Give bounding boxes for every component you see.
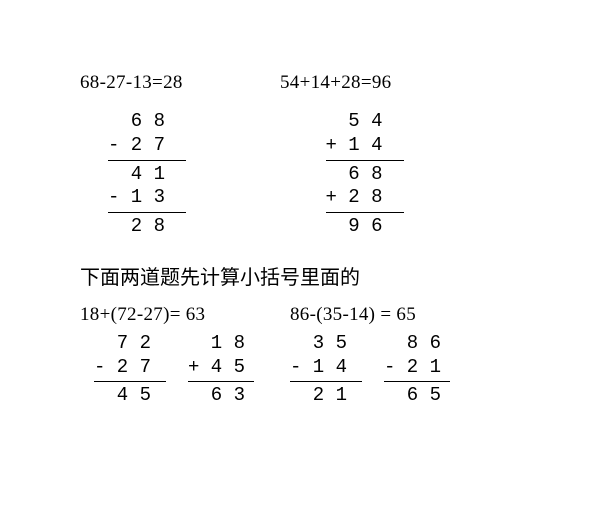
calc-1-line-1: 6 8	[108, 110, 298, 134]
bottom-calcs-row: 7 2 - 2 7 4 5 1 8 + 4 5 6 3 3 5 - 1 4 2 …	[80, 332, 515, 408]
worksheet: 68-27-13=28 54+14+28=96 6 8 - 2 7 4 1 - …	[0, 0, 595, 408]
calc-2-line-4: + 2 8	[326, 186, 516, 210]
calc-2: 5 4 + 1 4 6 8 + 2 8 9 6	[298, 110, 516, 239]
calc-1-rule-2	[108, 212, 186, 213]
top-calcs-row: 6 8 - 2 7 4 1 - 1 3 2 8 5 4 + 1 4 6 8 + …	[80, 110, 515, 239]
equation-1: 68-27-13=28	[80, 72, 280, 94]
bottom-right-column: 86-(35-14) = 65	[290, 304, 500, 332]
instruction-note: 下面两道题先计算小括号里面的	[80, 261, 515, 290]
calc-3a-rule	[94, 381, 166, 382]
equation-2: 54+14+28=96	[280, 72, 480, 94]
calc-2-rule-2	[326, 212, 404, 213]
calc-4b: 8 6 - 2 1 6 5	[362, 332, 450, 408]
calc-1-line-4: - 1 3	[108, 186, 298, 210]
calc-2-line-2: + 1 4	[326, 134, 516, 158]
calc-3a-line-3: 4 5	[94, 384, 166, 408]
calc-3a: 7 2 - 2 7 4 5	[80, 332, 166, 408]
calc-3b-line-3: 6 3	[188, 384, 254, 408]
equation-3: 18+(72-27)= 63	[80, 304, 290, 326]
equation-4: 86-(35-14) = 65	[290, 304, 500, 326]
top-left-column: 68-27-13=28	[80, 72, 280, 108]
calc-1-line-3: 4 1	[108, 163, 298, 187]
calc-4a-line-2: - 1 4	[290, 356, 362, 380]
calc-4b-line-3: 6 5	[384, 384, 450, 408]
calc-4b-line-2: - 2 1	[384, 356, 450, 380]
calc-2-rule-1	[326, 160, 404, 161]
calc-2-line-3: 6 8	[326, 163, 516, 187]
calc-3b-line-1: 1 8	[188, 332, 254, 356]
calc-4a: 3 5 - 1 4 2 1	[254, 332, 362, 408]
calc-3b-rule	[188, 381, 254, 382]
calc-3b: 1 8 + 4 5 6 3	[166, 332, 254, 408]
calc-1-line-5: 2 8	[108, 215, 298, 239]
calc-3b-line-2: + 4 5	[188, 356, 254, 380]
calc-4a-line-1: 3 5	[290, 332, 362, 356]
calc-1: 6 8 - 2 7 4 1 - 1 3 2 8	[80, 110, 298, 239]
calc-1-line-2: - 2 7	[108, 134, 298, 158]
calc-4a-line-3: 2 1	[290, 384, 362, 408]
calc-4b-line-1: 8 6	[384, 332, 450, 356]
calc-4a-rule	[290, 381, 362, 382]
calc-4b-rule	[384, 381, 450, 382]
calc-2-line-5: 9 6	[326, 215, 516, 239]
calc-1-rule-1	[108, 160, 186, 161]
calc-3a-line-1: 7 2	[94, 332, 166, 356]
calc-2-line-1: 5 4	[326, 110, 516, 134]
bottom-equations-row: 18+(72-27)= 63 86-(35-14) = 65	[80, 304, 515, 332]
calc-3a-line-2: - 2 7	[94, 356, 166, 380]
top-right-column: 54+14+28=96	[280, 72, 480, 108]
top-equations-row: 68-27-13=28 54+14+28=96	[80, 72, 515, 108]
bottom-left-column: 18+(72-27)= 63	[80, 304, 290, 332]
